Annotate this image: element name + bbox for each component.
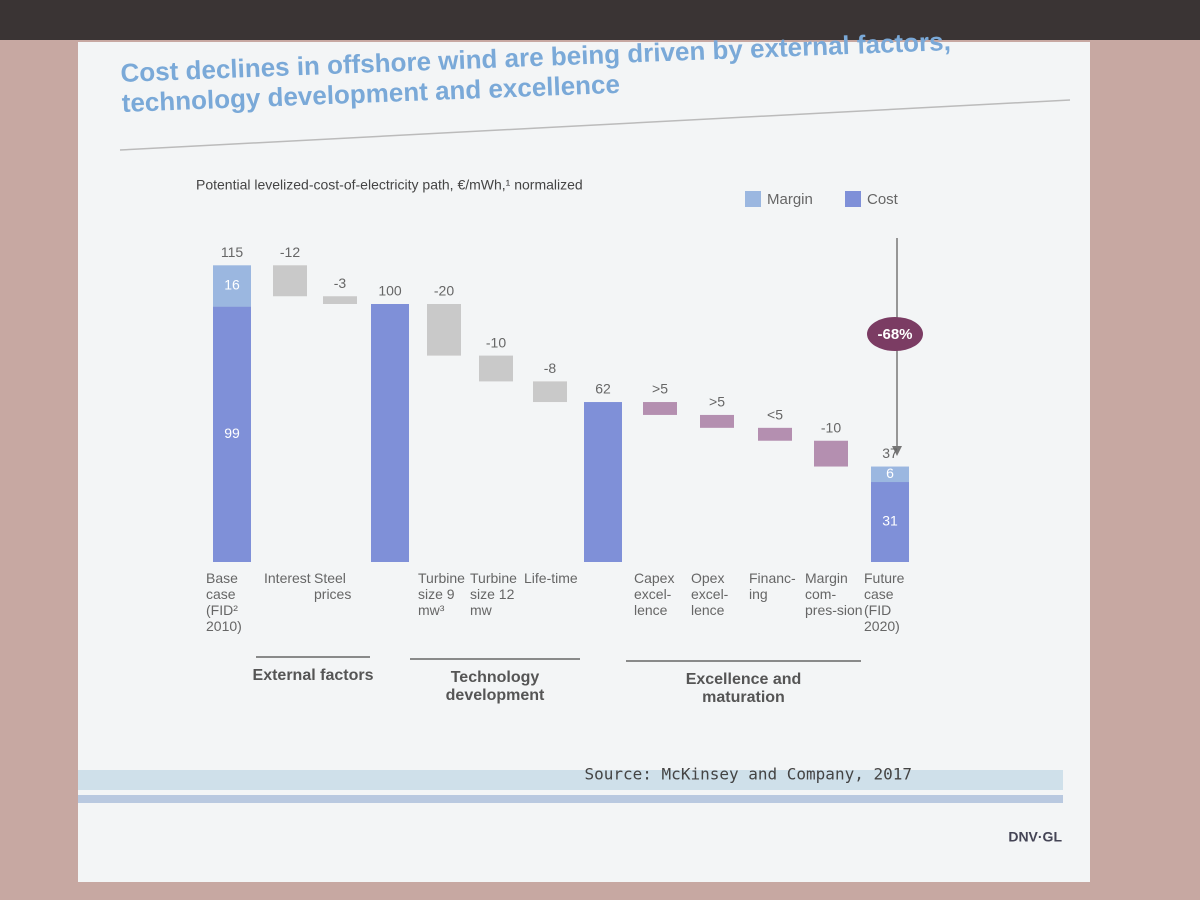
group-label: Technology development <box>445 669 545 704</box>
x-tick-label: Steel prices <box>314 570 352 602</box>
bar-segment <box>213 306 251 562</box>
bar-segment <box>871 466 909 483</box>
group-label: External factors <box>252 667 374 684</box>
value-label: 62 <box>595 381 611 397</box>
x-tick-label: Margin com-pres-sion <box>805 570 863 618</box>
value-label: -10 <box>821 419 841 435</box>
arrow-head <box>892 446 902 456</box>
bar <box>533 381 567 403</box>
title-rule <box>119 99 1071 151</box>
group-label: Excellence and maturation <box>685 671 802 706</box>
segment-label: 99 <box>224 425 240 441</box>
bar <box>700 414 734 428</box>
value-label: 37 <box>882 445 898 461</box>
value-label: -20 <box>434 283 454 299</box>
x-tick-label: Base case (FID² 2010) <box>206 570 242 634</box>
value-label: >5 <box>652 381 668 397</box>
value-label: -12 <box>280 244 300 260</box>
legend-swatch <box>745 191 761 207</box>
segment-label: 31 <box>882 513 898 529</box>
bar <box>479 355 513 382</box>
annotation: -68% <box>877 326 912 343</box>
bar <box>323 296 357 304</box>
value-label: -3 <box>334 275 347 291</box>
x-tick-label: Life-time <box>524 570 578 586</box>
legend-label: Margin <box>767 191 813 208</box>
bar <box>758 427 792 441</box>
legend-swatch <box>845 191 861 207</box>
footer-band <box>78 770 1063 790</box>
bar <box>427 304 461 356</box>
bar <box>643 402 677 415</box>
x-tick-label: Interest <box>264 570 311 586</box>
bar <box>371 304 409 562</box>
legend-label: Cost <box>867 191 899 208</box>
value-label: <5 <box>767 407 783 423</box>
segment-label: 16 <box>224 277 240 293</box>
bar-segment <box>213 265 251 307</box>
bar <box>584 402 622 562</box>
bar-segment <box>871 482 909 562</box>
x-tick-label: Financ-ing <box>749 570 796 602</box>
annotation-badge <box>867 317 923 351</box>
value-label: 100 <box>378 283 402 299</box>
bar <box>273 265 307 297</box>
x-tick-label: Turbine size 12 mw <box>470 570 517 618</box>
x-tick-label: Future case (FID 2020) <box>864 570 905 634</box>
value-label: -10 <box>486 334 506 350</box>
x-tick-label: Capex excel-lence <box>634 570 675 618</box>
logo: DNV·GL <box>1008 829 1062 845</box>
bar <box>814 440 848 467</box>
value-label: -8 <box>544 360 557 376</box>
x-tick-label: Opex excel-lence <box>691 570 729 618</box>
value-label: >5 <box>709 394 725 410</box>
footer-band <box>78 795 1063 803</box>
value-label: 115 <box>221 244 244 260</box>
x-tick-label: Turbine size 9 mw³ <box>418 570 465 618</box>
subtitle: Potential levelized-cost-of-electricity … <box>196 177 583 193</box>
ceiling <box>0 0 1200 40</box>
segment-label: 6 <box>886 465 894 481</box>
source: Source: McKinsey and Company, 2017 <box>584 765 912 784</box>
